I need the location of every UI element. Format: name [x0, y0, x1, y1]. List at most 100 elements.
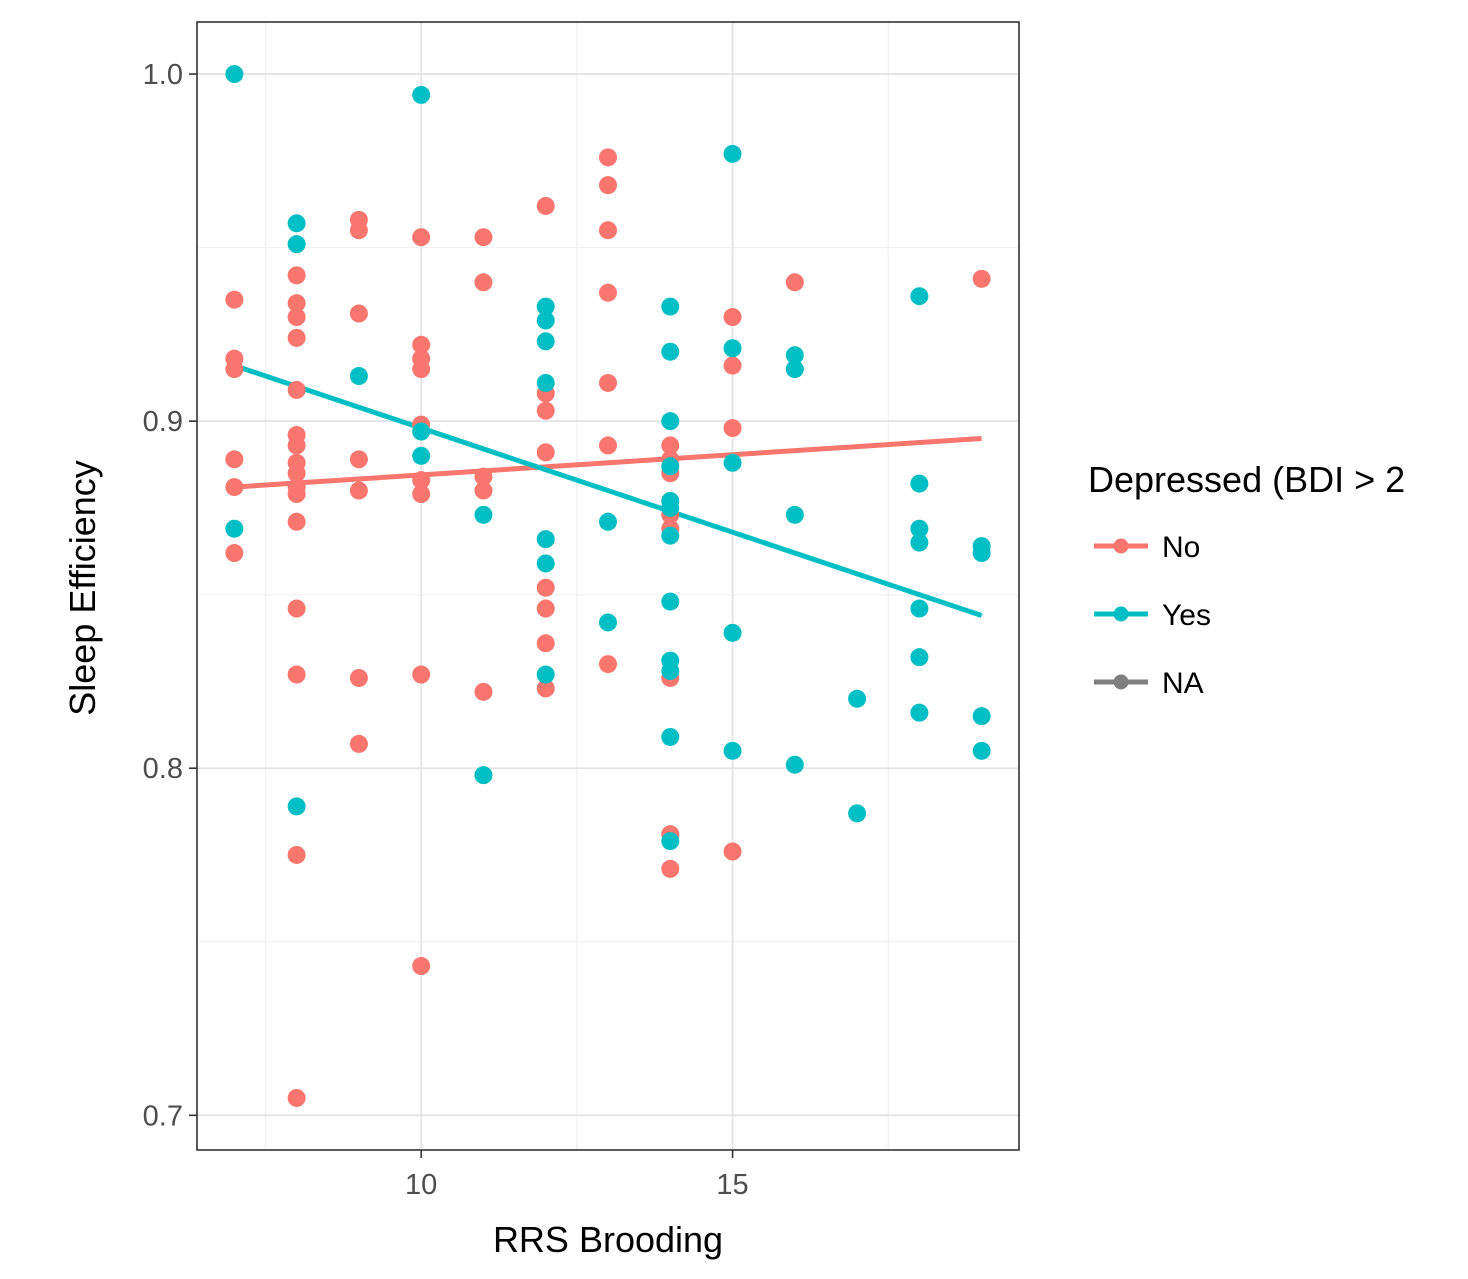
point-no — [412, 228, 431, 247]
point-no — [723, 308, 742, 327]
point-yes — [536, 665, 555, 684]
point-yes — [723, 741, 742, 760]
data-points — [225, 65, 991, 1107]
point-yes — [287, 797, 306, 816]
legend-item-yes: Yes — [1094, 599, 1211, 632]
point-no — [661, 859, 680, 878]
point-no — [225, 360, 244, 379]
point-yes — [661, 662, 680, 681]
point-no — [474, 682, 493, 701]
point-no — [536, 634, 555, 653]
point-no — [599, 221, 617, 240]
point-no — [661, 436, 680, 455]
y-tick-label: 0.7 — [143, 1100, 183, 1132]
point-yes — [225, 65, 244, 84]
point-no — [225, 478, 244, 497]
legend-item-na: NA — [1094, 667, 1204, 700]
point-no — [225, 450, 244, 469]
point-yes — [536, 311, 555, 330]
trend-line-yes — [233, 363, 983, 618]
point-no — [723, 842, 742, 861]
point-no — [287, 485, 306, 504]
legend-label: No — [1162, 531, 1200, 564]
point-yes — [661, 297, 680, 316]
point-no — [287, 266, 306, 285]
point-yes — [474, 505, 493, 524]
point-no — [225, 290, 244, 309]
point-no — [412, 485, 431, 504]
point-no — [287, 599, 306, 618]
legend-key-point — [1113, 538, 1129, 554]
point-no — [287, 308, 306, 327]
point-yes — [848, 804, 867, 823]
point-yes — [661, 592, 680, 611]
point-no — [536, 679, 555, 698]
point-no — [474, 467, 493, 486]
point-yes — [349, 367, 368, 386]
point-yes — [661, 457, 680, 476]
point-no — [287, 294, 306, 313]
point-yes — [661, 342, 680, 361]
legend-title: Depressed (BDI > 2 — [1088, 459, 1405, 500]
x-axis-title: RRS Brooding — [493, 1219, 723, 1260]
point-no — [536, 578, 555, 597]
point-yes — [785, 360, 804, 379]
point-yes — [412, 422, 431, 441]
point-yes — [972, 544, 991, 563]
point-yes — [536, 297, 555, 316]
point-no — [349, 734, 368, 753]
point-no — [287, 380, 306, 399]
point-no — [287, 845, 306, 864]
point-no — [599, 148, 617, 167]
point-no — [599, 373, 617, 392]
point-no — [349, 668, 368, 687]
point-no — [225, 544, 244, 563]
point-no — [972, 269, 991, 288]
point-yes — [661, 526, 680, 545]
point-no — [723, 419, 742, 438]
point-no — [287, 464, 306, 483]
x-tick-label: 10 — [405, 1169, 437, 1201]
point-yes — [599, 613, 617, 632]
point-no — [474, 481, 493, 500]
x-tick-label: 15 — [716, 1169, 748, 1201]
point-no — [412, 471, 431, 490]
point-yes — [910, 287, 929, 306]
point-yes — [910, 703, 929, 722]
point-no — [723, 356, 742, 375]
point-no — [474, 228, 493, 247]
point-yes — [910, 519, 929, 538]
point-yes — [785, 505, 804, 524]
point-no — [599, 655, 617, 674]
point-no — [536, 401, 555, 420]
point-yes — [910, 474, 929, 493]
point-yes — [536, 332, 555, 351]
legend: Depressed (BDI > 2 No Yes NA — [1088, 459, 1405, 700]
legend-label: NA — [1162, 667, 1204, 700]
point-no — [349, 450, 368, 469]
point-no — [287, 512, 306, 531]
legend-item-no: No — [1094, 531, 1200, 564]
trend-line-no — [234, 435, 982, 490]
point-yes — [972, 707, 991, 726]
point-yes — [287, 235, 306, 254]
point-no — [599, 283, 617, 302]
point-yes — [225, 519, 244, 538]
point-yes — [661, 412, 680, 431]
point-yes — [536, 530, 555, 549]
point-yes — [412, 85, 431, 104]
y-tick-label: 0.8 — [143, 753, 183, 785]
point-yes — [785, 346, 804, 365]
y-tick-label: 0.9 — [143, 406, 183, 438]
point-no — [349, 221, 368, 240]
point-yes — [910, 533, 929, 552]
point-no — [536, 196, 555, 215]
point-no — [287, 665, 306, 684]
point-yes — [910, 648, 929, 667]
y-axis-title: Sleep Efficiency — [62, 460, 103, 715]
point-no — [474, 273, 493, 292]
point-no — [412, 957, 431, 976]
point-no — [599, 436, 617, 455]
